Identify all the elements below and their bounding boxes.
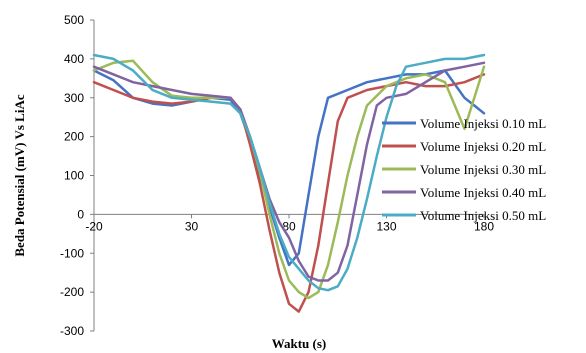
series-line-1	[92, 69, 486, 267]
axes-layer: -300 -200 -100 0 100 200 300 400 500 -20 30 80 130 18…	[60, 13, 494, 338]
x-axis-title: Waktu (s)	[272, 336, 327, 351]
x-tick-label: 30	[185, 219, 199, 233]
y-tick-label: 200	[64, 130, 84, 144]
y-tick-label: -100	[60, 246, 84, 260]
series-line-5	[92, 53, 486, 292]
series-layer	[92, 53, 486, 313]
x-tick-label: 80	[282, 219, 296, 233]
y-axis-title: Beda Potensial (mV) Vs LiAc	[12, 94, 27, 256]
y-tick-label: 0	[77, 207, 84, 221]
x-tick-label: -20	[85, 219, 103, 233]
x-tick-label: 130	[376, 219, 396, 233]
legend-label: Volume Injeksi 0.20 mL	[420, 139, 546, 154]
x-tick-label: 180	[474, 219, 494, 233]
legend-label: Volume Injeksi 0.40 mL	[420, 185, 546, 200]
legend-label: Volume Injeksi 0.50 mL	[420, 208, 546, 223]
legend-label: Volume Injeksi 0.10 mL	[420, 116, 546, 131]
y-tick-label: 100	[64, 169, 84, 183]
y-tick-label: 400	[64, 52, 84, 66]
y-tick-label: 500	[64, 13, 84, 27]
legend: Volume Injeksi 0.10 mL Volume Injeksi 0.2…	[382, 116, 546, 223]
y-tick-label: -200	[60, 285, 84, 299]
series-line-3	[92, 59, 486, 300]
y-tick-label: -300	[60, 324, 84, 338]
legend-label: Volume Injeksi 0.30 mL	[420, 162, 546, 177]
series-line-2	[92, 73, 486, 313]
y-tick-label: 300	[64, 91, 84, 105]
